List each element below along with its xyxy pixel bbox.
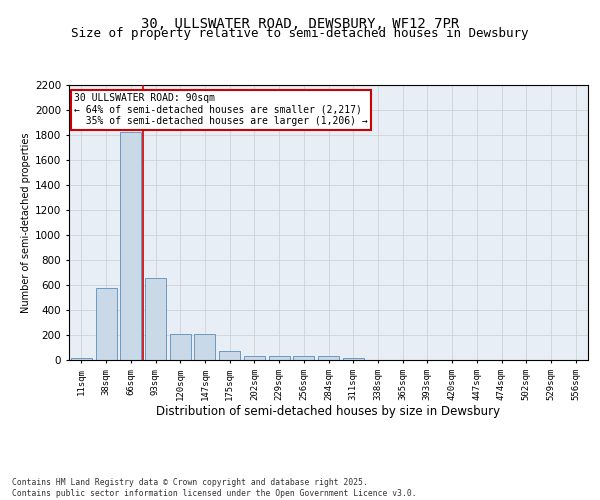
Text: 30, ULLSWATER ROAD, DEWSBURY, WF12 7PR: 30, ULLSWATER ROAD, DEWSBURY, WF12 7PR — [141, 18, 459, 32]
Bar — [269, 356, 290, 360]
Bar — [318, 356, 339, 360]
Bar — [194, 334, 215, 360]
X-axis label: Distribution of semi-detached houses by size in Dewsbury: Distribution of semi-detached houses by … — [157, 406, 500, 418]
Bar — [95, 288, 116, 360]
Bar — [219, 351, 240, 360]
Bar — [293, 356, 314, 360]
Bar — [343, 358, 364, 360]
Bar — [170, 334, 191, 360]
Bar — [71, 358, 92, 360]
Bar — [145, 278, 166, 360]
Bar — [120, 132, 141, 360]
Text: Size of property relative to semi-detached houses in Dewsbury: Size of property relative to semi-detach… — [71, 28, 529, 40]
Text: 30 ULLSWATER ROAD: 90sqm
← 64% of semi-detached houses are smaller (2,217)
  35%: 30 ULLSWATER ROAD: 90sqm ← 64% of semi-d… — [74, 93, 368, 126]
Bar — [244, 356, 265, 360]
Y-axis label: Number of semi-detached properties: Number of semi-detached properties — [21, 132, 31, 313]
Text: Contains HM Land Registry data © Crown copyright and database right 2025.
Contai: Contains HM Land Registry data © Crown c… — [12, 478, 416, 498]
